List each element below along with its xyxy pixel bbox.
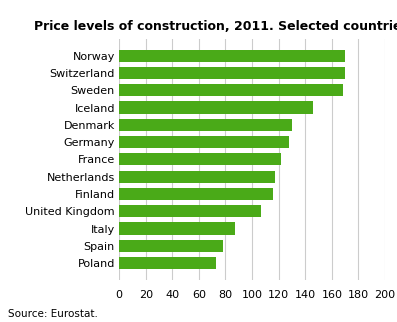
Bar: [119, 153, 281, 166]
Bar: [119, 223, 235, 235]
Bar: [119, 257, 216, 269]
Bar: [119, 119, 292, 131]
Bar: [119, 101, 313, 114]
Bar: [119, 50, 345, 62]
Bar: [119, 136, 289, 148]
Text: Source: Eurostat.: Source: Eurostat.: [8, 309, 98, 319]
Bar: [119, 84, 343, 96]
Text: Price levels of construction, 2011. Selected countries. EU27=100: Price levels of construction, 2011. Sele…: [34, 20, 397, 33]
Bar: [119, 240, 223, 252]
Bar: [119, 205, 261, 217]
Bar: [119, 67, 345, 79]
Bar: [119, 171, 275, 183]
Bar: [119, 188, 274, 200]
